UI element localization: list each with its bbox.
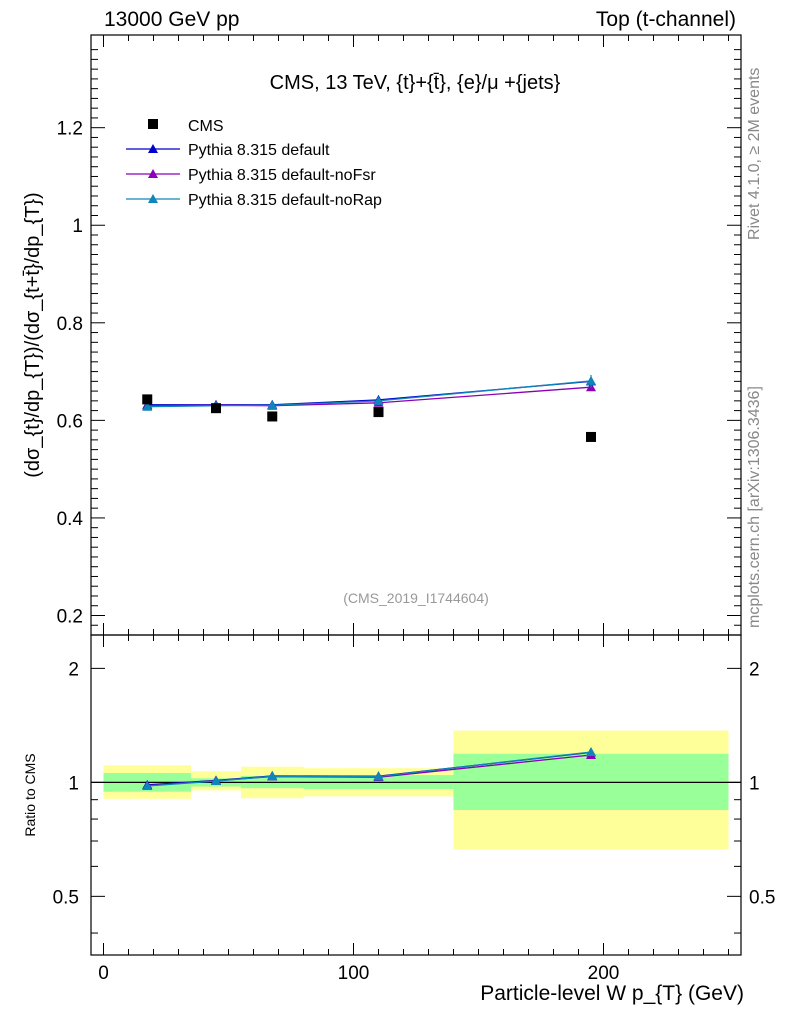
ratio-frame <box>90 634 742 956</box>
main-marks <box>142 375 596 442</box>
data-point <box>586 431 596 442</box>
ratio-y-tick-label-right: 2 <box>749 659 760 680</box>
y-tick-label: 0.2 <box>57 606 83 627</box>
ratio-point <box>211 776 221 786</box>
x-axis-label: Particle-level W p_{T} (GeV) <box>480 982 744 1005</box>
legend-label: Pythia 8.315 default <box>188 142 330 159</box>
legend: CMS Pythia 8.315 default Pythia 8.315 defa… <box>126 118 382 209</box>
y-tick-label: 0.6 <box>57 411 83 432</box>
data-point <box>267 411 278 422</box>
legend-cms-marker <box>148 119 158 129</box>
x-tick-label: 200 <box>588 963 620 984</box>
series-point <box>142 401 153 411</box>
legend-marker <box>148 194 158 203</box>
series-point <box>267 400 278 410</box>
data-point <box>142 394 153 405</box>
ratio-bands <box>91 730 741 850</box>
ratio-point <box>267 771 278 781</box>
analysis-id: (CMS_2019_I1744604) <box>343 590 489 606</box>
header-right: Top (t-channel) <box>595 8 736 31</box>
legend-label: Pythia 8.315 default-noRap <box>188 192 382 209</box>
ratio-y-tick-label-right: 0.5 <box>749 887 775 908</box>
mcplots-label: mcplots.cern.ch [arXiv:1306.3436] <box>746 386 763 628</box>
data-point <box>373 407 384 418</box>
series-line <box>147 386 592 407</box>
y-tick-label: 0.4 <box>57 509 84 530</box>
y-tick-label: 1 <box>72 216 83 237</box>
series-point <box>373 395 384 405</box>
ratio-y-axis-label: Ratio to CMS <box>22 753 38 837</box>
ratio-y-tick-label-right: 1 <box>749 773 760 794</box>
ratio-y-tick-label: 2 <box>68 659 79 680</box>
x-tick-label: 100 <box>338 963 370 984</box>
ratio-point <box>586 746 596 756</box>
y-axis-label: (dσ_{t}/dp_{T})/(dσ_{t+t̄}/dp_{T}) <box>22 192 44 478</box>
rivet-label: Rivet 4.1.0, ≥ 2M events <box>746 67 763 240</box>
y-tick-label: 0.8 <box>57 314 83 335</box>
x-tick-label: 0 <box>98 963 109 984</box>
data-point <box>211 403 221 414</box>
ratio-y-tick-label: 1 <box>68 773 79 794</box>
ratio-marks <box>142 746 596 791</box>
y-tick-label: 1.2 <box>57 119 83 140</box>
legend-label: Pythia 8.315 default-noFsr <box>188 167 376 184</box>
legend-label-cms: CMS <box>188 118 224 135</box>
header-left: 13000 GeV pp <box>104 8 240 31</box>
plot-title: CMS, 13 TeV, {t}+{t̄}, {e}/μ +{jets} <box>269 72 561 94</box>
legend-marker <box>148 169 158 178</box>
ratio-y-tick-label: 0.5 <box>53 887 79 908</box>
legend-marker <box>148 144 158 153</box>
ratio-point <box>373 771 384 781</box>
ratio-point <box>142 781 153 791</box>
axes-ticks: 0 100 200 0.2 0.4 0.6 0.8 1 1.2 0.5 0.5 1 1 2 2 <box>53 35 775 984</box>
